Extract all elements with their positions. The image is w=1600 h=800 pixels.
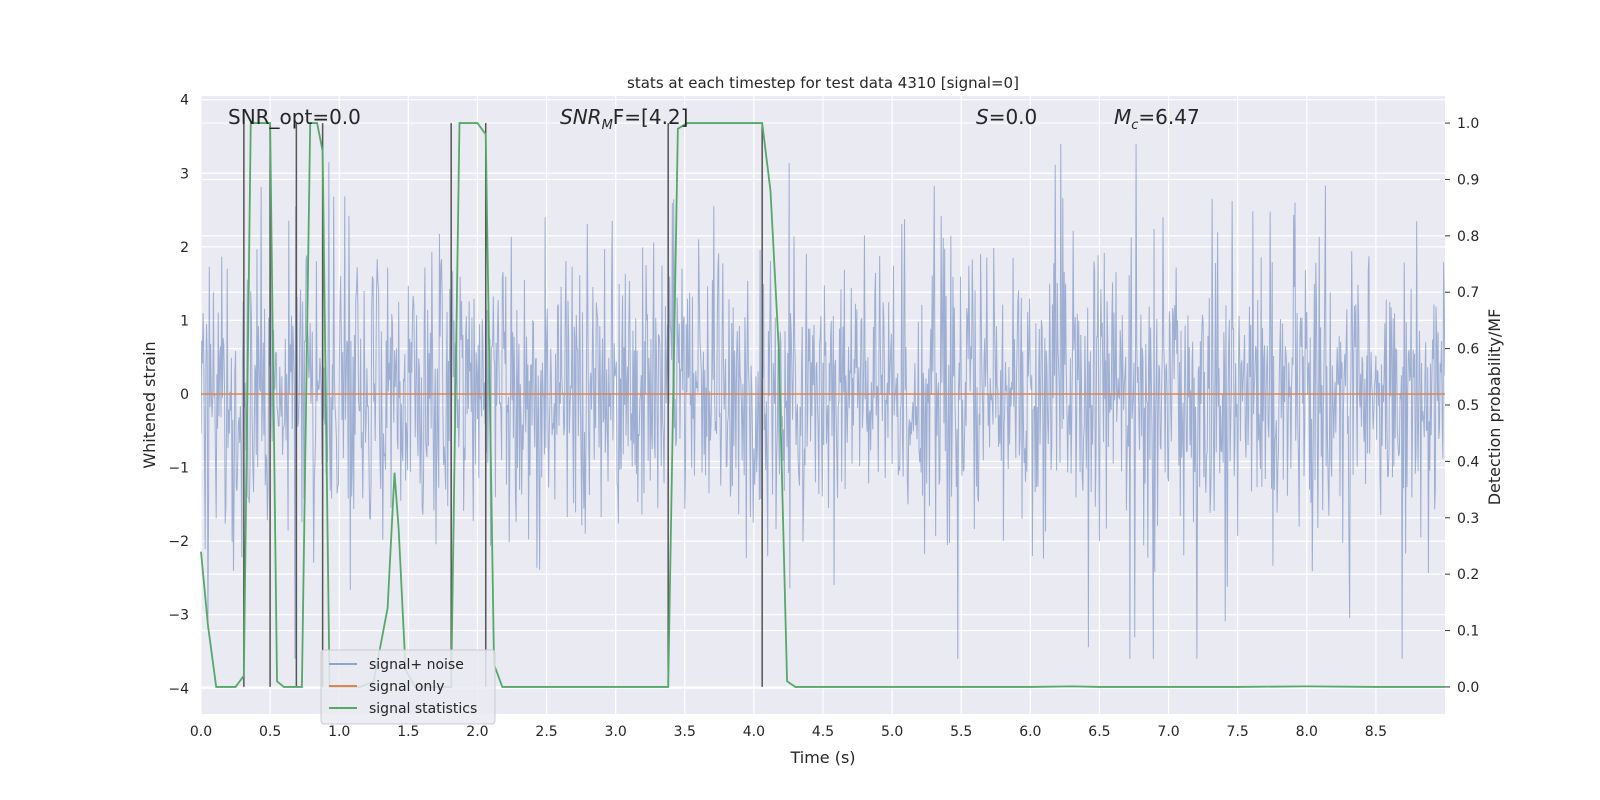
annotation-snr-mf: SNRMF=[4.2]	[560, 105, 688, 133]
y-right-tick-label: 0.6	[1457, 342, 1479, 358]
annotation-snr-mf-main: SNR	[560, 105, 602, 129]
x-tick-label: 8.0	[1296, 724, 1318, 740]
chart-title: stats at each timestep for test data 431…	[627, 74, 1019, 92]
annotation-mc-sub: c	[1131, 118, 1138, 133]
y-right-tick-label: 0.9	[1457, 172, 1479, 188]
x-tick-label: 2.0	[466, 724, 488, 740]
y-tick-label: −1	[168, 461, 189, 477]
y-tick-label: 4	[180, 93, 189, 109]
legend-label-signal: signal only	[369, 679, 444, 695]
legend-label-noise: signal+ noise	[369, 657, 464, 673]
x-tick-label: 3.5	[674, 724, 696, 740]
y-axis-label: Whitened strain	[140, 341, 159, 468]
x-tick-label: 7.0	[1157, 724, 1179, 740]
y-tick-label: 3	[180, 166, 189, 182]
annotation-s-var: S	[976, 105, 989, 129]
y-tick-label: −2	[168, 534, 189, 550]
y-tick-label: −3	[168, 608, 189, 624]
annotation-snr-opt: SNR_opt=0.0	[228, 105, 361, 129]
noise-series	[201, 143, 1445, 659]
y-right-tick-label: 0.1	[1457, 624, 1479, 640]
annotation-snr-mf-rest: F=[4.2]	[613, 105, 689, 129]
y-ticks: 4 3 2 1 0 −1 −2 −3 −4	[168, 93, 189, 698]
annotation-s: S=0.0	[976, 105, 1037, 129]
x-ticks: 0.0 0.5 1.0 1.5 2.0 2.5 3.0 3.5 4.0 4.5 5.0 5.5 6.0 6…	[190, 724, 1387, 740]
legend-box	[320, 649, 496, 725]
statistics-line	[200, 122, 1445, 688]
y-right-tick-label: 0.5	[1457, 398, 1479, 414]
legend: signal+ noise signal only signal statist…	[320, 649, 496, 725]
annotation-snr-mf-sub: M	[602, 118, 613, 133]
y-right-tick-label: 0.4	[1457, 454, 1479, 470]
y-tick-label: 1	[180, 313, 189, 329]
x-tick-label: 4.0	[743, 724, 765, 740]
annotation-mc-rest: =6.47	[1138, 105, 1199, 129]
y-right-tick-label: 0.7	[1457, 285, 1479, 301]
y-axis-right-label: Detection probability/MF	[1485, 309, 1504, 506]
x-tick-label: 6.0	[1019, 724, 1041, 740]
y-right-tick-label: 0.8	[1457, 229, 1479, 245]
x-tick-label: 8.5	[1365, 724, 1387, 740]
x-tick-label: 7.5	[1227, 724, 1249, 740]
noise-line	[201, 143, 1445, 659]
x-tick-label: 5.5	[950, 724, 972, 740]
y-tick-label: 2	[180, 240, 189, 256]
vertical-markers	[243, 123, 763, 687]
x-tick-label: 2.5	[535, 724, 557, 740]
x-axis-label: Time (s)	[789, 748, 855, 767]
y-right-tick-label: 0.2	[1457, 567, 1479, 583]
x-tick-label: 6.5	[1088, 724, 1110, 740]
annotation-mc: Mc=6.47	[1114, 105, 1200, 133]
x-tick-label: 4.5	[812, 724, 834, 740]
y-right-tick-label: 0.3	[1457, 511, 1479, 527]
x-tick-label: 1.5	[397, 724, 419, 740]
y-ticks-right: 1.0 0.9 0.8 0.7 0.6 0.5 0.4 0.3 0.2 0.1 0.0	[1445, 116, 1479, 696]
legend-label-stats: signal statistics	[369, 701, 477, 717]
x-tick-label: 3.0	[605, 724, 627, 740]
x-tick-label: 1.0	[328, 724, 350, 740]
x-tick-label: 0.0	[190, 724, 212, 740]
y-tick-label: 0	[180, 387, 189, 403]
x-tick-label: 0.5	[259, 724, 281, 740]
y-right-tick-label: 1.0	[1457, 116, 1479, 132]
y-tick-label: −4	[168, 681, 189, 697]
x-tick-label: 5.0	[881, 724, 903, 740]
annotation-mc-main: M	[1114, 105, 1131, 129]
y-right-tick-label: 0.0	[1457, 680, 1479, 696]
statistics-series	[200, 122, 1445, 688]
annotation-s-rest: =0.0	[989, 105, 1038, 129]
